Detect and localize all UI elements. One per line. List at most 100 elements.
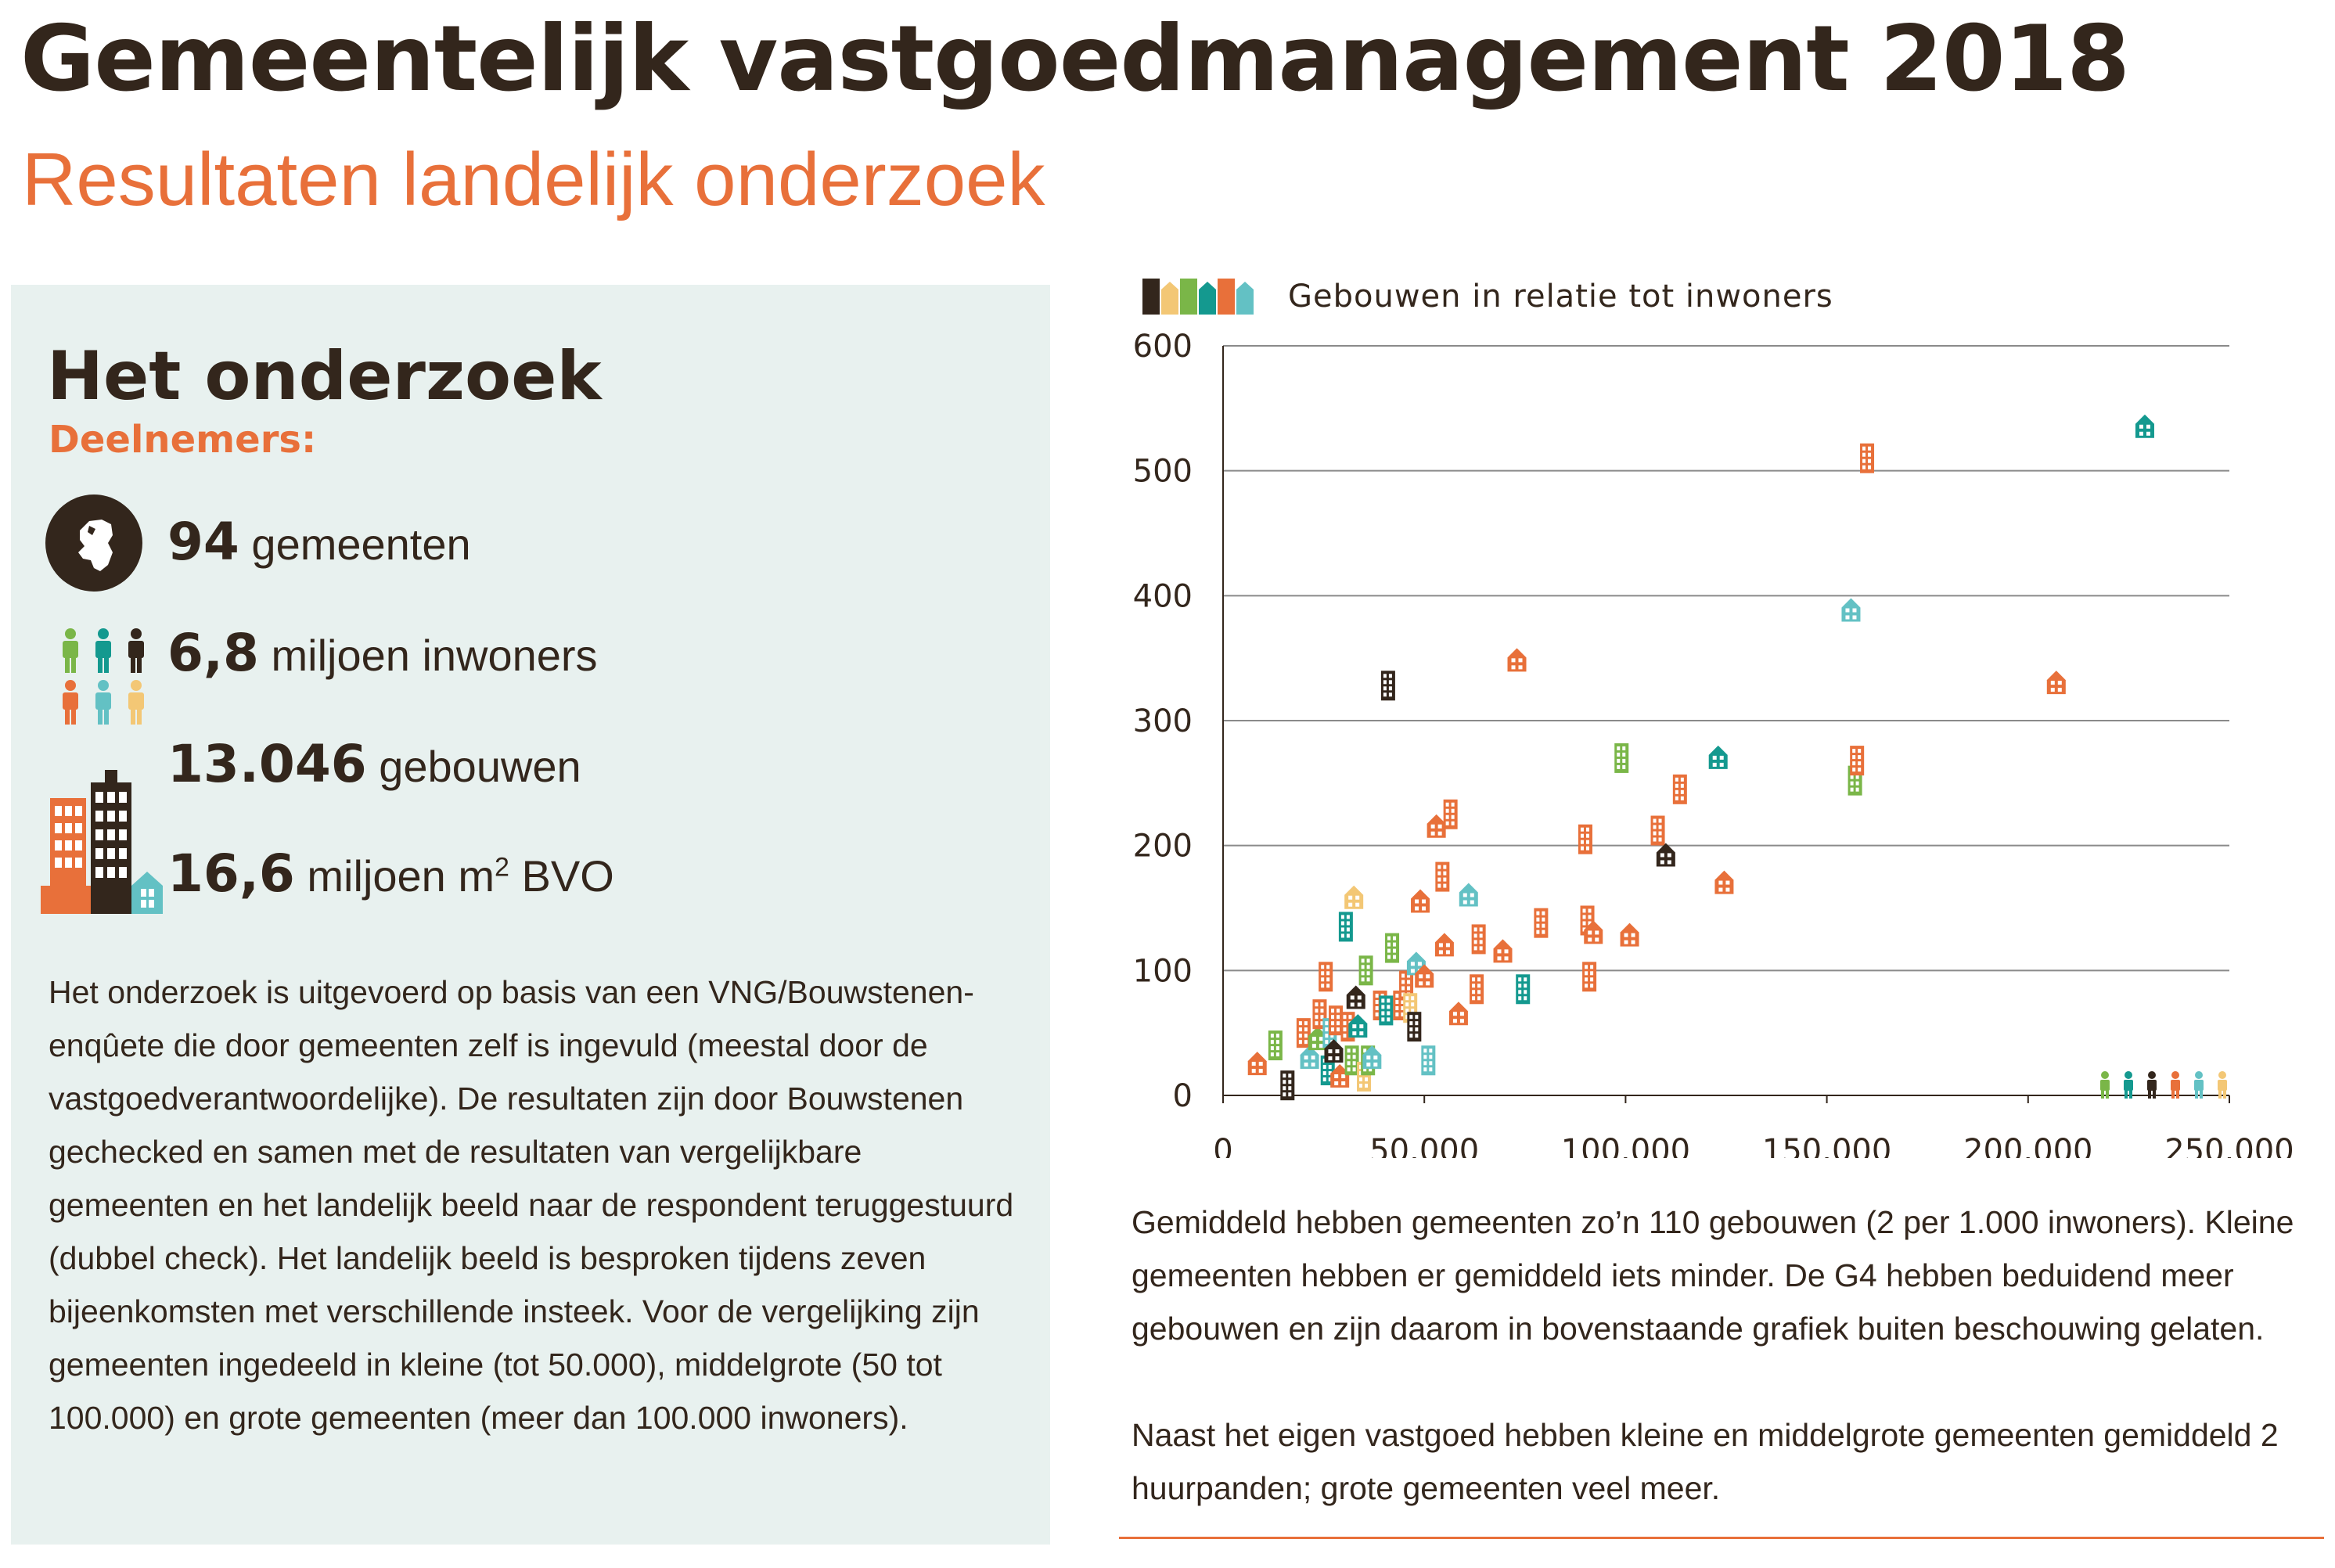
person-icon — [2124, 1071, 2133, 1099]
person-icon — [2100, 1071, 2110, 1099]
data-point — [1280, 1070, 1295, 1101]
netherlands-map-icon — [45, 494, 142, 592]
y-tick-label: 500 — [1133, 454, 1193, 490]
y-tick-label: 400 — [1133, 578, 1193, 614]
chart-title-buildings-icon — [1142, 279, 1254, 315]
data-point — [1324, 1039, 1344, 1063]
data-point — [1534, 908, 1549, 938]
data-point — [1507, 648, 1527, 672]
page-title: Gemeentelijk vastgoedmanagement 2018 — [20, 6, 2130, 112]
data-point — [1443, 799, 1458, 829]
explanation-paragraph-1: Gemiddeld hebben gemeenten zo’n 110 gebo… — [1132, 1204, 2294, 1347]
research-description: Het onderzoek is uitgevoerd op basis van… — [49, 966, 1019, 1444]
data-point — [1672, 774, 1687, 804]
chart-title: Gebouwen in relatie tot inwoners — [1288, 279, 1833, 315]
data-point — [1850, 746, 1865, 776]
data-point — [1385, 933, 1400, 963]
stat-municipalities-label: gemeenten — [251, 520, 471, 569]
bottom-rule — [1119, 1537, 2324, 1539]
data-point — [1330, 1064, 1350, 1088]
data-point — [1380, 671, 1395, 701]
data-point — [1247, 1052, 1267, 1076]
research-panel: Het onderzoek Deelnemers: 94 gemeenten 6… — [11, 285, 1050, 1545]
research-description-text: Het onderzoek is uitgevoerd op basis van… — [49, 974, 1014, 1436]
data-point — [1656, 843, 1675, 867]
person-icon — [2194, 1071, 2204, 1099]
data-point — [1459, 883, 1478, 907]
data-point — [1650, 815, 1665, 846]
panel-heading: Het onderzoek — [47, 337, 602, 415]
data-point — [2046, 671, 2066, 695]
data-point — [1860, 443, 1875, 473]
data-point — [1427, 814, 1446, 838]
buildings-icon — [41, 770, 163, 914]
person-icon — [2147, 1071, 2157, 1099]
data-point — [1344, 1045, 1359, 1076]
stat-inhabitants: 6,8 miljoen inwoners — [167, 623, 598, 683]
y-tick-label: 200 — [1133, 829, 1193, 865]
explanation-paragraph-2: Naast het eigen vastgoed hebben kleine e… — [1132, 1417, 2279, 1506]
x-tick-label: 50.000 — [1369, 1133, 1479, 1158]
stat-inhabitants-number: 6,8 — [167, 623, 259, 683]
data-point — [1434, 933, 1454, 957]
data-point — [1411, 889, 1430, 913]
person-icon — [2218, 1071, 2227, 1099]
stat-floor-area-sup: 2 — [495, 852, 509, 883]
stat-floor-area: 16,6 miljoen m2 BVO — [167, 843, 614, 904]
stat-floor-area-suffix: BVO — [509, 851, 614, 901]
data-point — [1620, 922, 1639, 947]
data-point — [1296, 1018, 1311, 1048]
data-point — [1471, 924, 1486, 955]
data-point — [1714, 870, 1734, 894]
data-point — [1346, 985, 1365, 1009]
y-tick-label: 600 — [1133, 329, 1193, 365]
data-point — [1435, 861, 1450, 892]
data-point — [1268, 1030, 1283, 1061]
y-tick-label: 100 — [1133, 953, 1193, 989]
x-tick-label: 100.000 — [1561, 1133, 1690, 1158]
data-point — [2135, 414, 2154, 438]
stat-municipalities: 94 gemeenten — [167, 512, 471, 572]
stat-floor-area-label: miljoen m — [307, 851, 495, 901]
data-point — [1308, 1027, 1327, 1051]
data-point — [1300, 1045, 1319, 1070]
data-point — [1344, 885, 1364, 909]
data-point — [1348, 1014, 1368, 1038]
x-tick-label: 250.000 — [2164, 1133, 2294, 1158]
data-point — [1421, 1045, 1436, 1076]
stat-buildings-number: 13.046 — [167, 734, 367, 794]
stat-municipalities-number: 94 — [167, 512, 239, 572]
scatter-chart: 0 100 200 300 400 500 600 0 50.000 100.000 150.000… — [1133, 329, 2294, 1158]
data-point — [1584, 920, 1603, 944]
data-point — [1493, 939, 1513, 963]
data-point — [1614, 743, 1629, 773]
data-point — [1407, 1012, 1422, 1042]
x-tick-label: 150.000 — [1762, 1133, 1891, 1158]
participants-label: Deelnemers: — [49, 418, 317, 462]
stat-floor-area-number: 16,6 — [167, 843, 295, 904]
stat-buildings: 13.046 gebouwen — [167, 734, 581, 794]
data-point — [1841, 598, 1861, 622]
people-icon — [63, 628, 144, 725]
data-point — [1516, 974, 1531, 1005]
data-point — [1470, 974, 1484, 1005]
y-tick-label: 300 — [1133, 703, 1193, 739]
person-icon — [2171, 1071, 2180, 1099]
data-point — [1415, 964, 1434, 988]
x-tick-label: 0 — [1213, 1133, 1232, 1158]
data-point — [1582, 962, 1597, 992]
data-point — [1362, 1045, 1382, 1070]
y-tick-label: 0 — [1173, 1078, 1193, 1114]
x-tick-label: 200.000 — [1963, 1133, 2092, 1158]
data-point — [1448, 1002, 1468, 1026]
data-point — [1358, 955, 1373, 986]
data-point — [1379, 995, 1394, 1026]
stat-inhabitants-label: miljoen inwoners — [271, 631, 598, 680]
data-point — [1319, 962, 1333, 992]
data-point — [1329, 1005, 1344, 1036]
page-subtitle: Resultaten landelijk onderzoek — [22, 138, 1045, 221]
data-point — [1578, 824, 1592, 854]
chart-explanation: Gemiddeld hebben gemeenten zo’n 110 gebo… — [1132, 1196, 2305, 1568]
data-point — [1338, 912, 1353, 942]
stat-buildings-label: gebouwen — [379, 742, 581, 791]
